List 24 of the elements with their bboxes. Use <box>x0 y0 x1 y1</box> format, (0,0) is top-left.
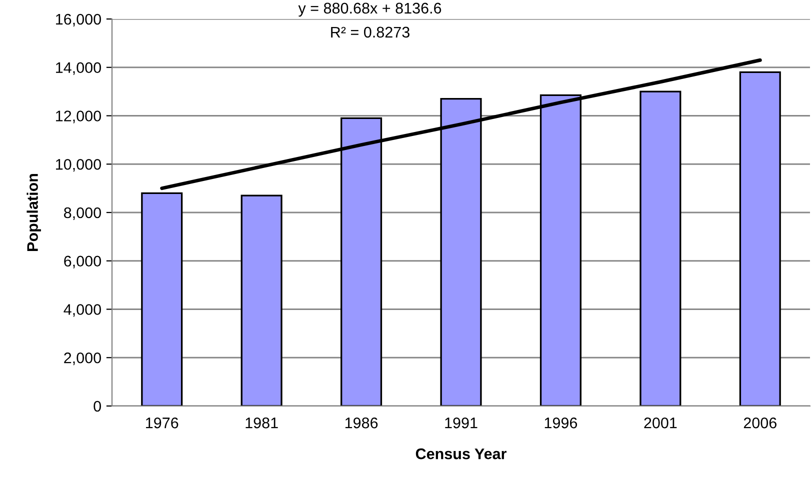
x-tick-label: 1986 <box>345 418 378 428</box>
text: y = 880.68x + 8136.6 <box>298 2 442 17</box>
y-tick-label: 8,000 <box>64 207 101 220</box>
y-tick-label: 14,000 <box>56 62 101 75</box>
bar <box>240 194 282 406</box>
y-axis-title: Population <box>26 174 41 251</box>
y-tick-label: 4,000 <box>64 304 101 317</box>
bar <box>640 90 682 406</box>
annotation: R² = 0.8273 <box>331 26 410 38</box>
x-tick-label: 1981 <box>246 418 278 428</box>
y-tick-label: 16,000 <box>56 14 101 26</box>
bar <box>739 71 781 406</box>
bar <box>141 192 183 406</box>
x-axis-title: Census Year <box>416 448 506 460</box>
y-tick-label: 6,000 <box>64 256 101 268</box>
y-tick-label: 12,000 <box>56 110 101 124</box>
y-tick-label: 10,000 <box>56 158 101 172</box>
x-tick-label: 2006 <box>744 418 776 428</box>
y-tick-label: 2,000 <box>64 352 101 366</box>
x-tick-label: 2001 <box>644 418 677 428</box>
x-tick-label: 1976 <box>146 418 178 428</box>
x-tick-label: 1996 <box>544 418 578 428</box>
y-tick-label: 0 <box>94 400 101 412</box>
x-tick-label: 1991 <box>445 418 478 428</box>
